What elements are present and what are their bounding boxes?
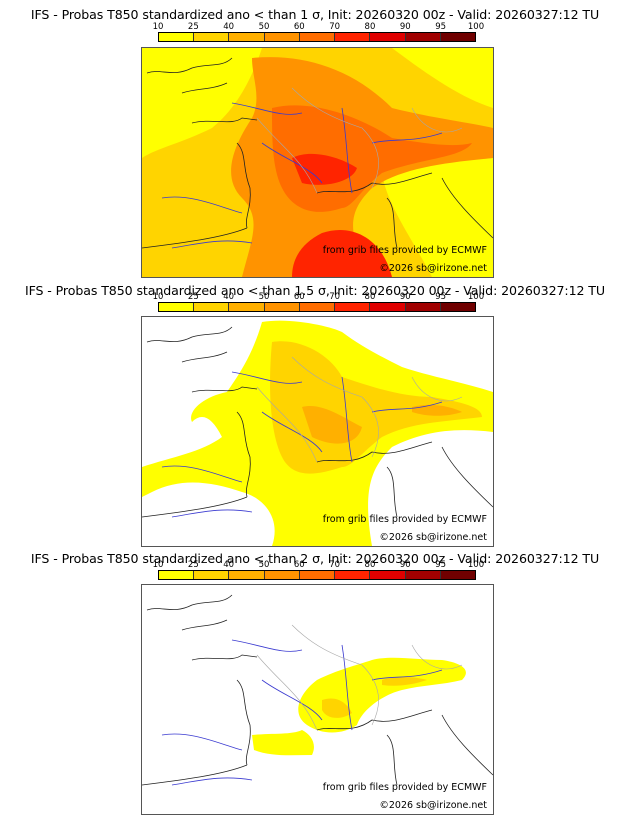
borders [256,87,463,194]
colorbar-ticks-1: 10 25 40 50 60 70 80 90 95 100 [153,22,485,32]
field-mid [322,698,352,718]
colorbar-segment [335,33,371,41]
tick-label: 25 [187,292,199,302]
field-low [252,730,314,756]
colorbar-segment [229,571,265,579]
data-source-credit: from grib files provided by ECMWF [322,514,487,525]
colorbar-2 [158,302,476,312]
tick-label: 10 [152,560,164,570]
field-high [302,406,362,444]
map-title-1: IFS - Probas T850 standardized ano < tha… [30,7,600,22]
colorbar-segment [440,33,475,41]
field-low [392,48,493,108]
map-panel-2: from grib files provided by ECMWF ©2026 … [141,316,494,547]
field-low [142,48,262,158]
tick-label: 10 [152,22,164,32]
colorbar-segment [264,571,300,579]
colorbar-segment [370,303,406,311]
data-source-credit: from grib files provided by ECMWF [322,245,487,256]
colorbar-1 [158,32,476,42]
tick-label: 100 [467,560,485,570]
colorbar-segment [159,303,195,311]
tick-label: 80 [364,292,376,302]
copyright-credit: ©2026 sb@irizone.net [379,263,487,274]
tick-label: 60 [293,292,305,302]
colorbar-ticks-3: 10 25 40 50 60 70 80 90 95 100 [153,560,485,570]
tick-label: 90 [399,22,411,32]
field-low [382,158,493,277]
colorbar-segment [194,33,230,41]
probability-map-2 [142,317,493,546]
data-source-credit: from grib files provided by ECMWF [322,782,487,793]
probability-map-1 [142,48,493,277]
colorbar-segment [299,571,336,579]
colorbar-segment [229,33,265,41]
tick-label: 25 [187,560,199,570]
tick-label: 60 [293,560,305,570]
colorbar-segment [194,303,230,311]
tick-label: 70 [329,560,341,570]
tick-label: 50 [258,22,270,32]
coastlines [142,594,493,786]
map-title-3: IFS - Probas T850 standardized ano < tha… [30,551,600,566]
tick-label: 80 [364,560,376,570]
coastlines [142,326,493,518]
tick-label: 70 [329,22,341,32]
borders [256,624,463,731]
colorbar-segment [405,303,441,311]
field-high [272,105,472,212]
field-high [412,404,462,416]
tick-label: 60 [293,22,305,32]
colorbar-segment [370,33,406,41]
map-panel-3: from grib files provided by ECMWF ©2026 … [141,584,494,815]
colorbar-segment [405,33,441,41]
colorbar-segment [229,303,265,311]
map-panel-1: from grib files provided by ECMWF ©2026 … [141,47,494,278]
colorbar-segment [440,571,475,579]
tick-label: 40 [223,292,235,302]
tick-label: 40 [223,560,235,570]
colorbar-segment [264,33,300,41]
colorbar-3 [158,570,476,580]
field-peak [292,229,392,277]
tick-label: 80 [364,22,376,32]
colorbar-ticks-2: 10 25 40 50 60 70 80 90 95 100 [153,292,485,302]
tick-label: 95 [435,22,447,32]
colorbar-segment [299,303,336,311]
tick-label: 90 [399,560,411,570]
colorbar-segment [194,571,230,579]
tick-label: 95 [435,292,447,302]
tick-label: 100 [467,292,485,302]
tick-label: 10 [152,292,164,302]
tick-label: 50 [258,292,270,302]
coastlines [142,57,493,249]
probability-map-3 [142,585,493,814]
tick-label: 70 [329,292,341,302]
map-title-2: IFS - Probas T850 standardized ano < tha… [24,283,606,298]
colorbar-segment [335,571,371,579]
rivers [161,639,443,786]
copyright-credit: ©2026 sb@irizone.net [379,532,487,543]
colorbar-segment [405,571,441,579]
borders [256,356,463,463]
colorbar-segment [370,571,406,579]
field-peak [292,153,357,185]
colorbar-segment [159,33,195,41]
tick-label: 40 [223,22,235,32]
colorbar-segment [335,303,371,311]
colorbar-segment [299,33,336,41]
colorbar-segment [264,303,300,311]
tick-label: 100 [467,22,485,32]
tick-label: 50 [258,560,270,570]
rivers [161,371,443,518]
tick-label: 25 [187,22,199,32]
tick-label: 90 [399,292,411,302]
colorbar-segment [159,571,195,579]
field-mid [382,676,427,686]
tick-label: 95 [435,560,447,570]
copyright-credit: ©2026 sb@irizone.net [379,800,487,811]
colorbar-segment [440,303,475,311]
rivers [161,102,443,249]
